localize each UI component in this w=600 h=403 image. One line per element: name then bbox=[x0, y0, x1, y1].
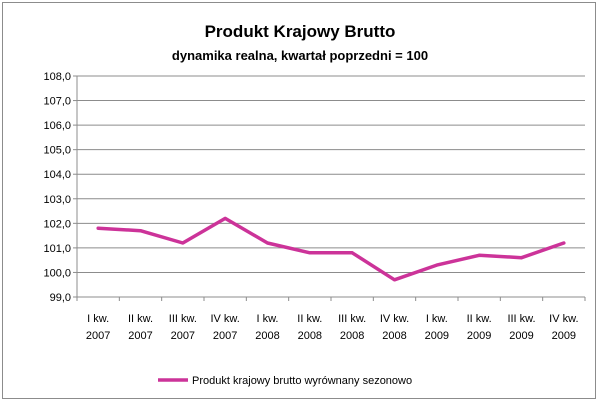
x-tick-label: II kw. 2007 bbox=[128, 313, 153, 342]
series-line bbox=[96, 216, 566, 282]
data-point bbox=[181, 241, 185, 245]
chart-subtitle: dynamika realna, kwartał poprzedni = 100 bbox=[172, 48, 428, 63]
data-point bbox=[308, 251, 312, 255]
data-point bbox=[562, 241, 566, 245]
x-tick-label: IV kw. 2007 bbox=[210, 313, 239, 342]
data-point bbox=[96, 226, 100, 230]
x-tick-label: II kw. 2008 bbox=[297, 313, 322, 342]
y-tick-label: 100,0 bbox=[43, 267, 71, 279]
data-point bbox=[435, 263, 439, 267]
data-point bbox=[266, 241, 269, 245]
chart-frame bbox=[2, 2, 596, 399]
data-point bbox=[477, 253, 481, 257]
x-tick-label: I kw. 2009 bbox=[425, 313, 449, 342]
y-tick-label: 108,0 bbox=[43, 71, 71, 83]
data-point bbox=[350, 251, 354, 255]
x-tick-label: III kw. 2009 bbox=[507, 313, 535, 342]
y-tick-label: 102,0 bbox=[43, 218, 71, 230]
series-group bbox=[96, 216, 566, 282]
chart-title: Produkt Krajowy Brutto bbox=[205, 22, 396, 41]
data-point bbox=[139, 229, 142, 233]
x-tick-label: II kw. 2009 bbox=[467, 313, 492, 342]
x-tick-label: III kw. 2008 bbox=[338, 313, 366, 342]
legend-label: Produkt krajowy brutto wyrównany sezonow… bbox=[192, 375, 412, 387]
x-tick-label: III kw. 2007 bbox=[169, 313, 197, 342]
x-tick-label: IV kw. 2009 bbox=[549, 313, 578, 342]
x-tick-label: I kw. 2007 bbox=[86, 313, 110, 342]
data-point bbox=[393, 278, 396, 282]
y-axis-ticks: 108,0 107,0 106,0 105,0 104,0 103,0 102,0 101,0… bbox=[43, 71, 77, 304]
x-tick-label: I kw. 2008 bbox=[255, 313, 279, 342]
y-tick-label: 105,0 bbox=[43, 145, 71, 157]
y-tick-label: 99,0 bbox=[50, 292, 71, 304]
y-tick-label: 101,0 bbox=[43, 243, 71, 255]
y-tick-label: 103,0 bbox=[43, 194, 71, 206]
data-point bbox=[223, 216, 227, 220]
x-axis: I kw. 2007 II kw. 2007 III kw. 2007 IV kw. 2007… bbox=[76, 76, 586, 342]
legend: Produkt krajowy brutto wyrównany sezonow… bbox=[158, 375, 412, 387]
y-tick-label: 104,0 bbox=[43, 169, 71, 181]
data-point bbox=[520, 256, 523, 260]
y-tick-label: 106,0 bbox=[43, 120, 71, 132]
x-tick-label: IV kw. 2008 bbox=[380, 313, 409, 342]
y-tick-label: 107,0 bbox=[43, 96, 71, 108]
gridlines bbox=[77, 75, 585, 273]
